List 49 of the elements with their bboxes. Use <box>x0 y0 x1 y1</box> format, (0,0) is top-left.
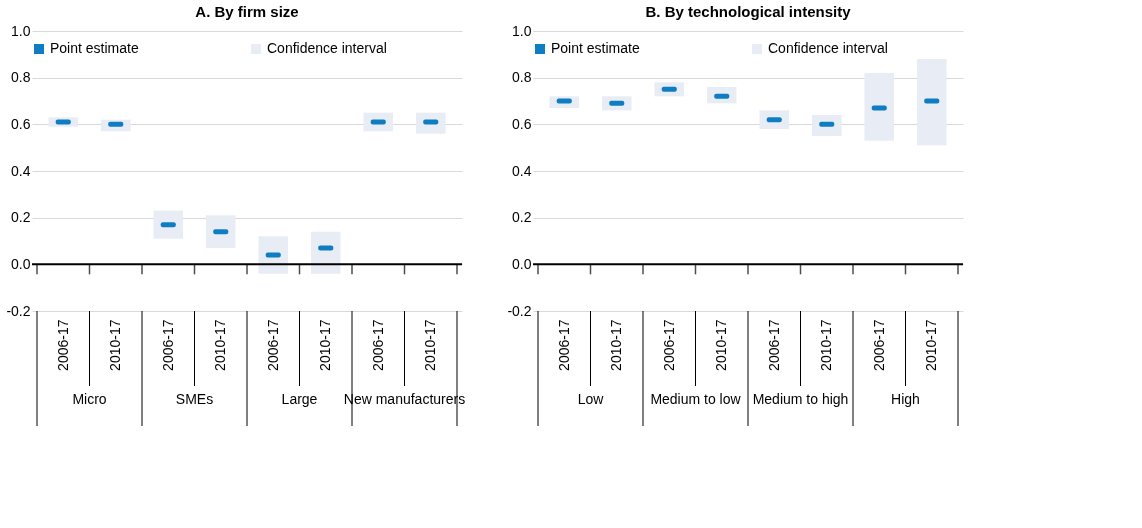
text: Low <box>577 391 605 407</box>
x-tick-label: 2010-17 <box>212 319 229 371</box>
x-tick-label: 2006-17 <box>54 319 71 371</box>
x-tick-label: 2010-17 <box>818 319 835 371</box>
y-tick-label: 0.6 <box>512 115 532 132</box>
y-tick-label: -0.2 <box>6 302 31 319</box>
legend-label: Point estimate <box>50 40 139 56</box>
x-tick-label: 2006-17 <box>159 319 176 371</box>
x-tick-label: 2006-17 <box>660 319 677 371</box>
y-tick-label: 0.4 <box>512 162 532 179</box>
x-tick-label: 2006-17 <box>765 319 782 371</box>
text: New manufacturers <box>343 391 466 407</box>
chart-title: B. By technological intensity <box>645 3 852 20</box>
x-tick-label: 2010-17 <box>713 319 730 371</box>
y-tick-label: 0.2 <box>11 209 31 226</box>
x-tick-label: 2010-17 <box>422 319 439 371</box>
y-tick-label: 1.0 <box>11 22 31 39</box>
x-tick-label: 2006-17 <box>870 319 887 371</box>
x-tick-label: 2006-17 <box>555 319 572 371</box>
x-tick-label: 2010-17 <box>107 319 124 371</box>
y-tick-label: 0.4 <box>11 162 31 179</box>
bar <box>153 210 184 239</box>
x-tick-label: 2010-17 <box>317 319 334 371</box>
legend-label: Confidence interval <box>768 40 888 56</box>
x-tick-label: 2006-17 <box>264 319 281 371</box>
y-tick-label: 0.6 <box>11 115 31 132</box>
text: Micro <box>72 391 107 407</box>
bar <box>205 215 236 248</box>
bar <box>916 59 947 146</box>
x-tick-label: 2010-17 <box>923 319 940 371</box>
text: Medium to low <box>650 391 742 407</box>
bar <box>310 231 341 274</box>
x-tick-label: 2006-17 <box>369 319 386 371</box>
y-tick-label: -0.2 <box>507 302 532 319</box>
text: Medium to high <box>752 391 849 407</box>
chart-title: A. By firm size <box>195 3 299 20</box>
y-tick-label: 0.8 <box>512 69 532 86</box>
y-tick-label: 0.8 <box>11 69 31 86</box>
text: Large <box>281 391 318 407</box>
x-tick-label: 2010-17 <box>608 319 625 371</box>
y-tick-label: 1.0 <box>512 22 532 39</box>
text: SMEs <box>175 391 214 407</box>
y-tick-label: 0.2 <box>512 209 532 226</box>
y-tick-label: 0.0 <box>11 255 31 272</box>
text: High <box>891 391 920 407</box>
legend-label: Point estimate <box>551 40 640 56</box>
y-tick-label: 0.0 <box>512 255 532 272</box>
bar <box>864 73 895 141</box>
legend-label: Confidence interval <box>267 40 387 56</box>
